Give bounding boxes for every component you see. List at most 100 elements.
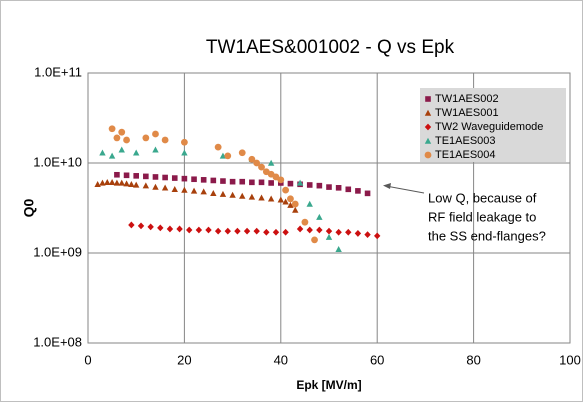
point	[287, 195, 294, 203]
point	[142, 134, 150, 142]
point	[200, 177, 207, 183]
point	[210, 177, 217, 184]
point	[306, 200, 313, 207]
x-tick-label: 60	[370, 352, 384, 367]
point	[229, 191, 236, 198]
point	[181, 186, 188, 193]
x-tick-label: 100	[559, 352, 581, 367]
point	[287, 201, 294, 208]
point	[296, 225, 304, 233]
point	[118, 146, 125, 153]
legend-entry: TW1AES001	[424, 107, 499, 119]
legend-entry: TW2 Waveguidemode	[424, 121, 543, 133]
point	[335, 185, 342, 191]
point	[214, 227, 222, 235]
point	[104, 179, 111, 186]
point	[210, 190, 217, 197]
point	[133, 149, 140, 156]
point	[123, 136, 130, 144]
point	[123, 180, 130, 187]
point	[190, 187, 198, 194]
point	[243, 227, 251, 235]
point	[248, 155, 256, 163]
point	[152, 130, 159, 138]
point	[108, 179, 116, 186]
point	[214, 143, 222, 151]
arrow-head	[383, 183, 391, 189]
point	[147, 223, 154, 231]
legend-entry: TE1AES004	[424, 149, 496, 161]
point	[118, 128, 126, 136]
point	[152, 146, 159, 153]
plot-area	[87, 72, 571, 344]
legend-entry: TW1AES002	[425, 93, 499, 105]
point	[267, 159, 275, 166]
y-axis-label: Q0	[21, 198, 37, 217]
point	[191, 176, 197, 183]
point	[238, 149, 246, 157]
point	[161, 136, 169, 144]
point	[224, 227, 231, 235]
point	[326, 184, 332, 190]
point	[200, 188, 207, 195]
point	[267, 195, 275, 202]
point	[296, 179, 304, 186]
point	[161, 184, 169, 191]
legend-label: TW1AES001	[435, 107, 499, 119]
point	[239, 178, 246, 185]
point	[258, 194, 265, 201]
point	[354, 230, 362, 237]
annotation: RF field leakage to	[428, 209, 536, 224]
point	[335, 245, 342, 252]
point	[282, 228, 289, 236]
point	[248, 193, 256, 200]
x-tick-label: 40	[274, 352, 288, 367]
point	[157, 224, 164, 232]
legend-entry: TE1AES003	[424, 135, 496, 147]
point	[152, 183, 159, 190]
legend-entries: TW1AES002 TW1AES001 TW2 Waveguidemode TE1AE…	[424, 93, 543, 161]
point	[258, 179, 265, 186]
point	[325, 233, 333, 240]
legend-label: TE1AES003	[435, 135, 496, 147]
point	[128, 221, 135, 229]
point	[219, 190, 227, 197]
point	[316, 226, 323, 234]
y-tick-label: 1.0E+08	[33, 334, 82, 349]
point	[205, 226, 212, 234]
annotation-arrow	[385, 185, 425, 194]
x-tick-label: 20	[177, 352, 191, 367]
point	[224, 152, 232, 160]
point	[162, 174, 168, 181]
annotation: Low Q, because of	[428, 190, 537, 205]
legend-marker	[424, 151, 432, 159]
point	[325, 227, 333, 235]
point	[220, 178, 226, 184]
point	[99, 149, 106, 156]
point	[253, 227, 260, 235]
point	[181, 149, 188, 156]
legend-label: TE1AES004	[435, 149, 496, 161]
legend-marker	[424, 109, 432, 116]
point	[253, 159, 261, 167]
point	[113, 179, 121, 186]
point	[335, 228, 342, 236]
point	[355, 188, 361, 194]
point	[99, 179, 106, 186]
point	[291, 200, 299, 208]
point	[176, 225, 183, 233]
point	[171, 175, 178, 181]
y-tick-label: 1.0E+09	[33, 244, 82, 259]
point	[364, 190, 371, 197]
point	[316, 182, 323, 189]
y-tick-label: 1.0E+10	[33, 154, 82, 169]
point	[152, 174, 159, 180]
point	[137, 222, 145, 230]
point	[249, 179, 255, 186]
point	[374, 232, 381, 240]
point	[301, 218, 309, 226]
point	[219, 152, 227, 159]
legend-label: TW1AES002	[435, 93, 499, 105]
